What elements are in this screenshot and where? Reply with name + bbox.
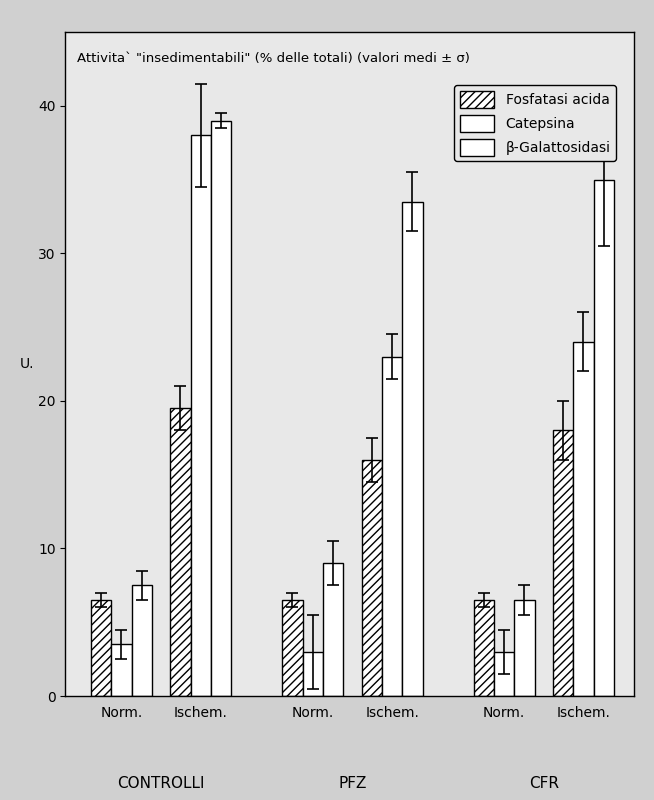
Bar: [362, 460, 382, 696]
Bar: [111, 644, 131, 696]
Bar: [91, 600, 111, 696]
Text: PFZ: PFZ: [338, 776, 367, 790]
Bar: [553, 430, 574, 696]
Bar: [283, 600, 303, 696]
Y-axis label: U.: U.: [20, 357, 34, 371]
Bar: [594, 179, 614, 696]
Bar: [190, 135, 211, 696]
Text: CONTROLLI: CONTROLLI: [117, 776, 205, 790]
Text: CFR: CFR: [529, 776, 559, 790]
Bar: [382, 357, 402, 696]
Bar: [303, 652, 323, 696]
Bar: [170, 408, 190, 696]
Bar: [131, 586, 152, 696]
Bar: [574, 342, 594, 696]
Bar: [494, 652, 514, 696]
Bar: [402, 202, 422, 696]
Legend: Fosfatasi acida, Catepsina, β-Galattosidasi: Fosfatasi acida, Catepsina, β-Galattosid…: [454, 86, 616, 162]
Text: Attivita` "insedimentabili" (% delle totali) (valori medi ± σ): Attivita` "insedimentabili" (% delle tot…: [77, 52, 470, 65]
Bar: [323, 563, 343, 696]
Bar: [473, 600, 494, 696]
Bar: [514, 600, 534, 696]
Bar: [211, 121, 232, 696]
